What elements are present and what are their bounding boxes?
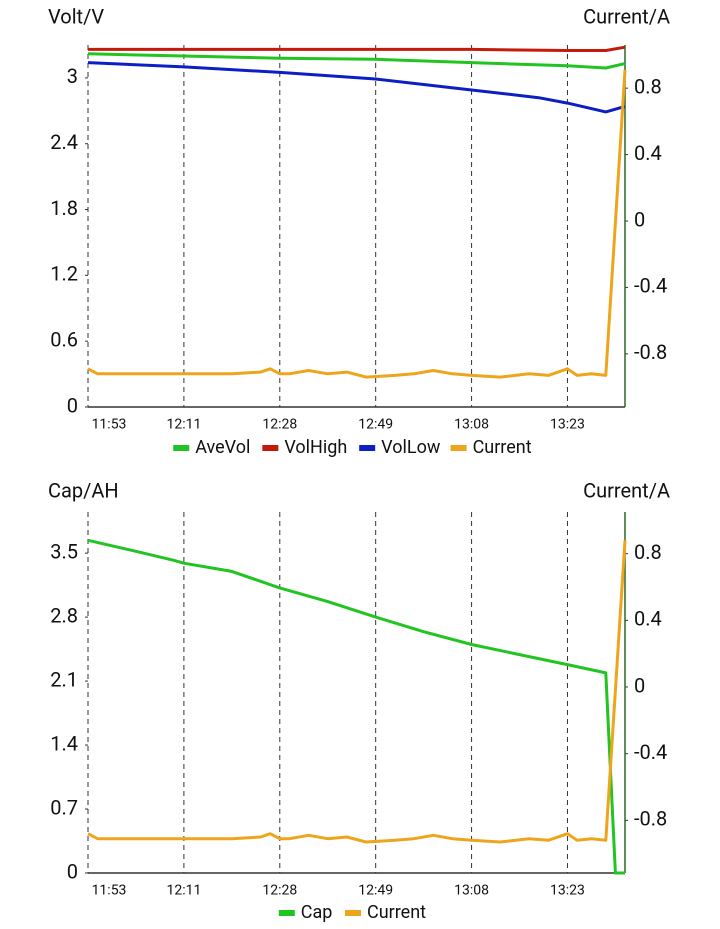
y2-tick-label: -0.8	[634, 340, 667, 364]
legend-swatch	[278, 910, 295, 916]
x-tick-label: 12:28	[262, 417, 297, 433]
legend-swatch	[262, 445, 279, 451]
series-line	[87, 538, 625, 875]
y-tick-label: 0.6	[50, 327, 78, 351]
x-tick-label: 13:08	[454, 883, 489, 899]
legend-swatch	[173, 445, 190, 451]
y-tick-label: 1.2	[50, 262, 78, 286]
y2-tick-label: 0	[634, 207, 645, 231]
legend-swatch	[359, 445, 376, 451]
y2-tick-label: -0.8	[634, 807, 667, 831]
y2-axis-label: Current/A	[583, 4, 670, 28]
legend-label: Cap	[301, 902, 333, 923]
legend-label: Current	[473, 437, 532, 458]
y-tick-label: 1.4	[50, 731, 78, 755]
x-tick-label: 13:08	[454, 417, 489, 433]
x-tick-label: 11:53	[92, 417, 127, 433]
x-tick-label: 13:23	[550, 417, 585, 433]
legend-label: AveVol	[195, 437, 250, 458]
x-tick-label: 12:49	[358, 417, 393, 433]
x-tick-label: 12:11	[166, 883, 201, 899]
x-tick-label: 12:49	[358, 883, 393, 899]
y-axis-label: Cap/AH	[48, 478, 119, 502]
legend-label: VolHigh	[284, 437, 347, 458]
legend-label: Current	[367, 902, 426, 923]
y-tick-label: 3.5	[50, 539, 78, 563]
legend-label: VolLow	[381, 437, 441, 458]
y-tick-label: 2.8	[50, 603, 78, 627]
series-line	[87, 69, 627, 379]
y2-tick-label: 0.8	[634, 74, 662, 98]
x-tick-label: 13:23	[550, 883, 585, 899]
legend-swatch	[345, 910, 362, 916]
series-line	[88, 45, 626, 52]
y-tick-label: 3	[67, 64, 78, 88]
x-tick-label: 12:28	[262, 883, 297, 899]
y-tick-label: 2.4	[50, 130, 78, 154]
y-tick-label: 0.7	[50, 795, 78, 819]
y2-tick-label: 0	[634, 673, 645, 697]
y2-axis-label: Current/A	[583, 478, 670, 502]
y2-tick-label: 0.8	[634, 540, 662, 564]
series-line	[87, 61, 626, 114]
x-tick-label: 12:11	[166, 417, 201, 433]
y-tick-label: 0	[67, 859, 78, 883]
y2-tick-label: -0.4	[634, 274, 667, 298]
y2-tick-label: 0.4	[634, 607, 662, 631]
series-line	[87, 540, 627, 844]
y2-tick-label: -0.4	[634, 740, 667, 764]
x-tick-label: 11:53	[92, 883, 127, 899]
legend-swatch	[450, 445, 467, 451]
y-tick-label: 2.1	[50, 667, 78, 691]
y-tick-label: 0	[67, 393, 78, 417]
y-tick-label: 1.8	[50, 196, 78, 220]
series-line	[87, 52, 626, 70]
y-axis-label: Volt/V	[48, 4, 104, 28]
y2-tick-label: 0.4	[634, 141, 662, 165]
